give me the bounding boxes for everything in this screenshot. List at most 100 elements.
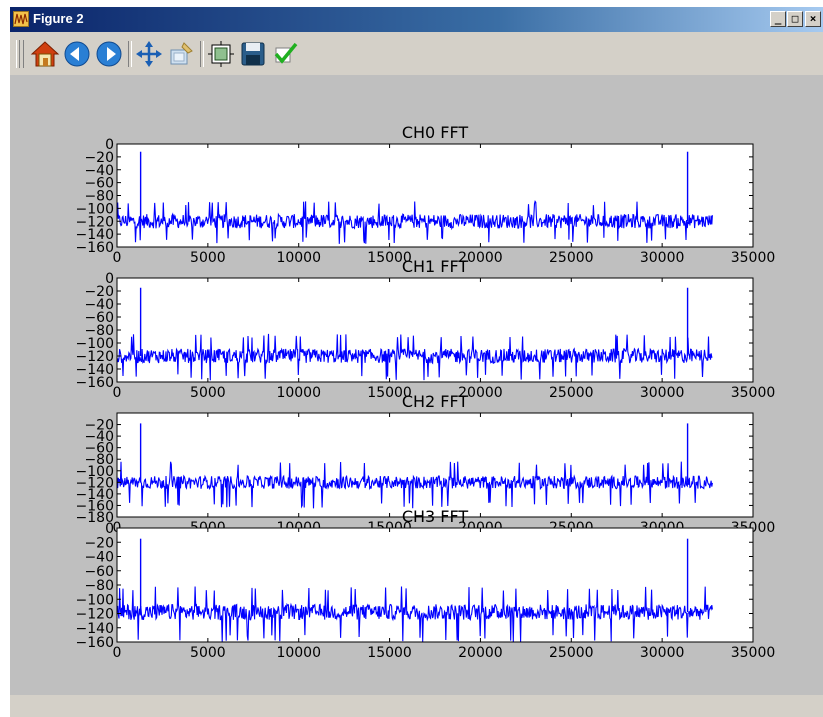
subplot-title: CH1 FFT xyxy=(402,257,469,276)
axes-frame xyxy=(116,412,754,518)
axes-background xyxy=(117,144,753,247)
y-tick-label: 0 xyxy=(105,271,114,287)
x-tick-label: 35000 xyxy=(731,385,776,401)
forward-button[interactable] xyxy=(94,39,124,69)
y-tick-label: −120 xyxy=(76,349,114,365)
x-tick-label: 15000 xyxy=(367,385,412,401)
fft-trace-ch2 xyxy=(116,461,713,509)
axes-background xyxy=(117,528,753,642)
y-tick-label: −160 xyxy=(76,635,114,651)
x-tick-label: 35000 xyxy=(731,645,776,661)
forward-arrow-icon xyxy=(96,41,122,67)
y-tick-label: −60 xyxy=(84,564,114,580)
home-icon xyxy=(30,41,60,67)
x-tick-label: 10000 xyxy=(276,645,321,661)
navigation-toolbar xyxy=(10,32,823,75)
y-tick-label: −140 xyxy=(76,487,114,503)
y-tick-label: −80 xyxy=(84,323,114,339)
y-tick-label: −100 xyxy=(76,592,114,608)
pan-button[interactable] xyxy=(134,39,164,69)
subplot-ch3: 0 5000 10000 15000 20000 25000 30000 350000−20−… xyxy=(76,507,776,661)
fft-trace-ch0 xyxy=(116,200,713,244)
x-tick-label: 30000 xyxy=(640,385,685,401)
x-tick-label: 25000 xyxy=(549,385,594,401)
y-tick-label: −20 xyxy=(84,150,114,166)
fft-trace-ch3 xyxy=(116,586,713,642)
y-tick-label: −40 xyxy=(84,297,114,313)
x-tick-label: 20000 xyxy=(458,645,503,661)
x-tick-label: 15000 xyxy=(367,645,412,661)
subplot-ch1: 0 5000 10000 15000 20000 25000 30000 350000−20−… xyxy=(76,257,776,401)
subplot-ch0: 0 5000 10000 15000 20000 25000 30000 350000−20−… xyxy=(76,123,776,266)
y-tick-label: −100 xyxy=(76,464,114,480)
y-tick-label: −160 xyxy=(76,375,114,391)
subplots-button[interactable] xyxy=(206,39,236,69)
y-tick-label: −160 xyxy=(76,498,114,514)
x-tick-label: 5000 xyxy=(190,385,226,401)
zoom-button[interactable] xyxy=(166,39,196,69)
window-title: Figure 2 xyxy=(33,11,84,26)
x-tick-label: 5000 xyxy=(190,250,226,266)
toolbar-separator xyxy=(128,41,132,67)
home-button[interactable] xyxy=(30,39,60,69)
y-tick-label: −180 xyxy=(76,510,114,526)
y-tick-label: −60 xyxy=(84,441,114,457)
toolbar-grip[interactable] xyxy=(16,40,24,68)
x-tick-label: 25000 xyxy=(549,250,594,266)
matplotlib-app-icon xyxy=(13,11,29,27)
fft-plots: 0 5000 10000 15000 20000 25000 30000 350000−20−… xyxy=(76,123,776,661)
subplot-ch2: 05000100001500020000250003000035000−20−4… xyxy=(76,392,776,536)
maximize-button[interactable]: □ xyxy=(787,11,803,27)
x-tick-label: 10000 xyxy=(276,385,321,401)
save-floppy-icon xyxy=(241,42,265,66)
x-tick-label: 5000 xyxy=(190,645,226,661)
y-tick-label: −80 xyxy=(84,189,114,205)
x-tick-label: 0 xyxy=(113,645,122,661)
subplot-title: CH3 FFT xyxy=(402,507,469,526)
y-tick-label: −140 xyxy=(76,362,114,378)
x-tick-label: 10000 xyxy=(276,250,321,266)
edit-axes-button[interactable] xyxy=(270,39,300,69)
save-button[interactable] xyxy=(238,39,268,69)
y-tick-label: −120 xyxy=(76,214,114,230)
y-tick-label: −40 xyxy=(84,163,114,179)
y-tick-label: −40 xyxy=(84,550,114,566)
x-tick-label: 15000 xyxy=(367,250,412,266)
axes-background xyxy=(117,413,753,517)
x-tick-label: 0 xyxy=(113,385,122,401)
status-bar xyxy=(10,695,823,717)
y-tick-label: −100 xyxy=(76,201,114,217)
x-tick-label: 30000 xyxy=(640,645,685,661)
y-tick-label: −40 xyxy=(84,429,114,445)
y-tick-label: −80 xyxy=(84,452,114,468)
x-tick-label: 20000 xyxy=(458,385,503,401)
figure-canvas[interactable]: 0 5000 10000 15000 20000 25000 30000 35000 0 −20−… xyxy=(10,75,823,695)
checkmark-icon xyxy=(274,42,298,64)
figure-window: Figure 2 _ □ × xyxy=(10,7,823,717)
subplot-title: CH0 FFT xyxy=(402,123,469,142)
close-button[interactable]: × xyxy=(805,11,821,27)
x-tick-label: 0 xyxy=(113,250,122,266)
fft-trace-ch1 xyxy=(116,333,713,381)
y-tick-label: −100 xyxy=(76,336,114,352)
y-tick-label: −20 xyxy=(84,418,114,434)
y-tick-label: −60 xyxy=(84,310,114,326)
y-tick-label: −20 xyxy=(84,284,114,300)
minimize-button[interactable]: _ xyxy=(770,11,786,27)
y-tick-label: −140 xyxy=(76,621,114,637)
x-tick-label: 20000 xyxy=(458,250,503,266)
x-tick-label: 30000 xyxy=(640,250,685,266)
subplots-icon xyxy=(208,41,234,67)
x-tick-label: 25000 xyxy=(549,645,594,661)
subplot-title: CH2 FFT xyxy=(402,392,469,411)
zoom-rect-icon xyxy=(170,42,193,65)
y-tick-label: −140 xyxy=(76,227,114,243)
y-tick-label: −120 xyxy=(76,607,114,623)
move-icon xyxy=(136,41,162,67)
y-tick-label: −160 xyxy=(76,240,114,256)
x-tick-label: 35000 xyxy=(731,250,776,266)
y-tick-label: 0 xyxy=(105,137,114,153)
title-bar[interactable]: Figure 2 _ □ × xyxy=(10,7,823,32)
back-button[interactable] xyxy=(62,39,92,69)
y-tick-label: −80 xyxy=(84,578,114,594)
